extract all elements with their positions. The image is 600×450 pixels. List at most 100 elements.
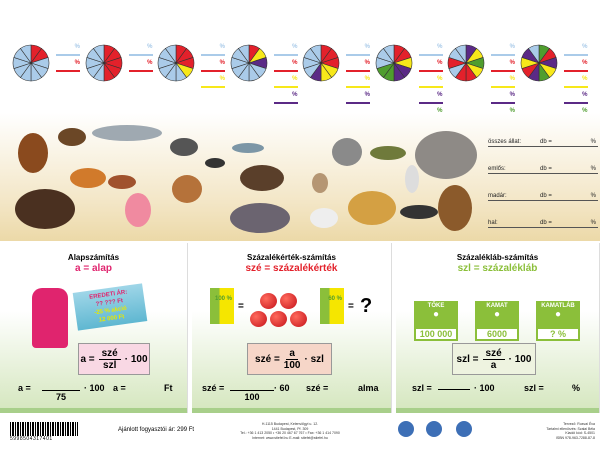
answer-line: %	[56, 40, 80, 56]
hippo-image	[230, 203, 290, 233]
calc-label: szl =	[412, 383, 432, 393]
calc-denominator: 75	[42, 390, 80, 402]
numerator: szé	[482, 348, 505, 360]
footer: 5998504317401 Ajánlott fogyasztói ár: 29…	[0, 418, 600, 450]
panel-subtitle: szl = százalékláb	[457, 263, 538, 274]
carp-image	[370, 146, 406, 160]
answer-line: %	[273, 88, 298, 104]
pie-chart	[85, 44, 122, 82]
piggy-icon: ●	[493, 309, 501, 320]
pie-chart	[302, 44, 340, 82]
stork-image	[405, 165, 419, 193]
barcode	[10, 422, 78, 436]
answer-line: %	[273, 56, 298, 72]
panel-szazalekertek: Százalékérték-számítás szé = százalékért…	[192, 243, 392, 413]
apple-icon	[270, 311, 287, 327]
badge-icon	[426, 421, 442, 437]
piggy-bank-card: KAMAT ● 6000	[475, 301, 519, 341]
calc-result-label: a =	[113, 383, 126, 393]
fish-image	[232, 143, 264, 153]
stat-percent: %	[590, 139, 596, 145]
pie-chart	[157, 44, 195, 82]
panel-title: Százalékérték-számítás	[247, 253, 336, 262]
answer-line: %	[346, 72, 370, 88]
panel-title: Százalékláb-számítás	[456, 253, 539, 262]
pie-chart	[520, 44, 557, 82]
deer-image	[172, 175, 202, 203]
formula-right: · szl	[304, 353, 324, 365]
mole-image	[205, 158, 225, 168]
equals-sign: =	[348, 301, 354, 312]
formula-box: a = szé szl · 100	[78, 343, 150, 375]
calc-result-label: szl =	[524, 383, 544, 393]
calc-result-label: szé =	[306, 383, 329, 393]
answer-line: %	[491, 72, 515, 88]
answer-line: %	[563, 88, 588, 104]
pie-slice	[310, 44, 322, 64]
fox-image	[70, 168, 106, 188]
stat-row: madár: db =%	[488, 187, 598, 201]
pie-chart	[12, 44, 50, 82]
stat-count: db =	[540, 220, 552, 226]
denominator: a	[490, 359, 497, 371]
stat-count: db =	[540, 166, 552, 172]
stat-row: hal: db =%	[488, 214, 598, 228]
pie-chart	[447, 44, 485, 82]
stat-row: emlős: db =%	[488, 160, 598, 174]
formula-left: szé =	[255, 353, 280, 365]
pie-chart	[230, 44, 267, 82]
answer-line: %	[563, 72, 588, 88]
credit-line: Kiadói kód: S-4501	[565, 431, 595, 435]
apple-icon	[290, 311, 307, 327]
address-line: 1441 Budapest, Pf. 309	[271, 426, 309, 431]
panel-subtitle: a = alap	[75, 263, 112, 274]
answer-line: %	[273, 72, 298, 88]
denominator: 100	[283, 359, 301, 371]
pie-slice	[92, 44, 104, 64]
answer-line: %	[491, 40, 515, 56]
calc-denominator: 100	[230, 390, 274, 402]
bank-value: 6000	[477, 329, 517, 339]
calc-label: a =	[18, 383, 31, 393]
answer-line: %	[346, 40, 370, 56]
price-text: Ajánlott fogyasztói ár: 299 Ft	[118, 427, 195, 433]
formula-right: · 100	[508, 353, 532, 365]
animal-illustrations	[0, 113, 600, 241]
apple-icon	[250, 311, 267, 327]
answer-line: %	[563, 56, 588, 72]
pie-slice	[382, 44, 394, 64]
stat-percent: %	[590, 193, 596, 199]
piggy-bank-card: TŐKE ● 100 000	[414, 301, 458, 341]
numerator: a	[286, 348, 298, 360]
stat-label: madár:	[488, 193, 507, 199]
badger-image	[170, 138, 198, 156]
stat-percent: %	[590, 220, 596, 226]
formula-left: a =	[80, 353, 95, 365]
pheasant-image	[108, 175, 136, 189]
answer-line: %	[128, 40, 153, 56]
juice-box-100: 100 %	[210, 288, 234, 324]
stat-count: db =	[540, 193, 552, 199]
calc-unit: %	[572, 383, 581, 393]
pie-slice	[237, 44, 249, 64]
piggy-icon: ●	[432, 309, 440, 320]
calc-multiplier: · 100	[84, 383, 105, 393]
answer-line: %	[418, 40, 443, 56]
bank-title: KAMATLÁB	[541, 303, 575, 309]
stat-percent: %	[590, 166, 596, 172]
calc-unit: alma	[358, 383, 379, 393]
price-tag: EREDETI ÁR: ?? ??? Ft -25 % akció 12 000…	[72, 283, 148, 331]
answer-line: %	[346, 56, 370, 72]
address-line: Internet: www.stiefel.hu E-mail: stiefel…	[252, 435, 328, 440]
answer-line: %	[201, 56, 225, 72]
piggy-bank-card: KAMATLÁB ● ? %	[536, 301, 580, 341]
denominator: szl	[103, 359, 117, 371]
pie-chart	[375, 44, 412, 82]
pie-slice	[20, 44, 32, 64]
answer-line: %	[418, 88, 443, 104]
pie-slice	[527, 44, 539, 64]
bank-value: 100 000	[416, 329, 456, 339]
address-line: Tel.: +36 1 413 2050 • +36 20 467 67 767…	[240, 431, 340, 435]
address-line: H-1115 Budapest, Kelenvölgyi u. 12.	[261, 422, 319, 426]
formula-left: szl =	[456, 353, 479, 365]
